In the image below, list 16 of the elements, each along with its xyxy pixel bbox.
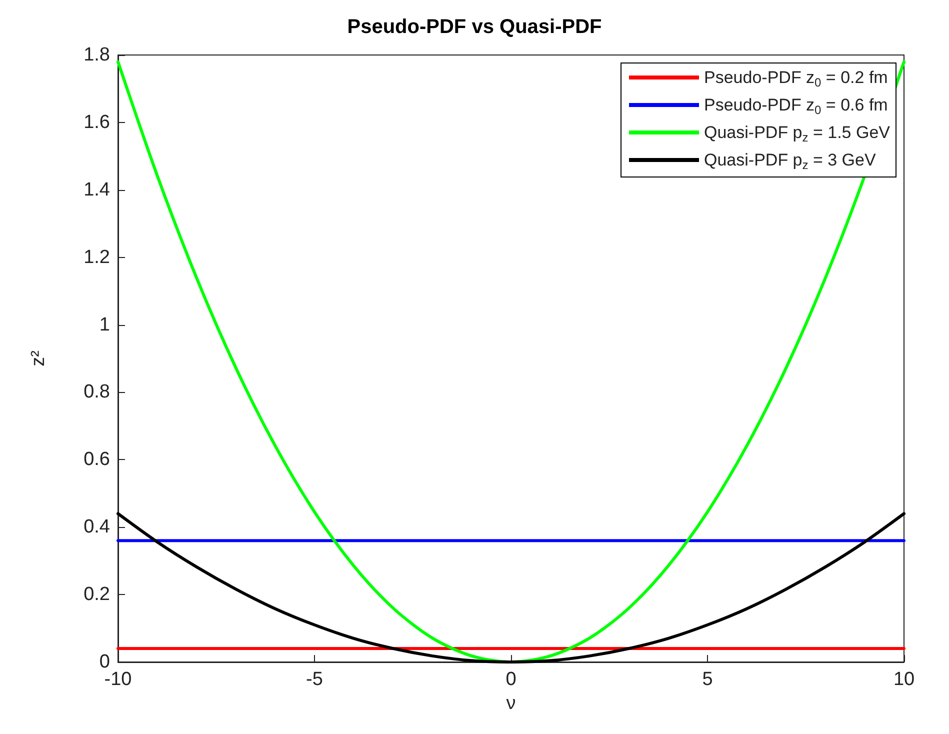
y-tick-label: 1 bbox=[99, 314, 110, 336]
y-tick-label: 1.4 bbox=[84, 179, 110, 200]
y-tick-label: 0.4 bbox=[84, 516, 110, 538]
y-tick-label: 1.6 bbox=[84, 112, 110, 133]
y-tick-label: 0.8 bbox=[84, 382, 110, 403]
y-tick-label: 0.6 bbox=[84, 449, 110, 470]
y-tick-label: 1.8 bbox=[84, 44, 110, 66]
x-axis-title: ν bbox=[506, 693, 516, 714]
x-tick-label: -5 bbox=[306, 669, 323, 690]
y-tick-label: 1.2 bbox=[84, 246, 110, 268]
x-tick-label: 10 bbox=[893, 669, 915, 690]
chart-title: Pseudo-PDF vs Quasi-PDF bbox=[347, 16, 602, 38]
x-tick-label: 0 bbox=[506, 669, 516, 690]
x-tick-label: 5 bbox=[702, 669, 713, 690]
y-tick-label: 0.2 bbox=[84, 584, 110, 606]
y-axis-title: z² bbox=[28, 350, 49, 366]
